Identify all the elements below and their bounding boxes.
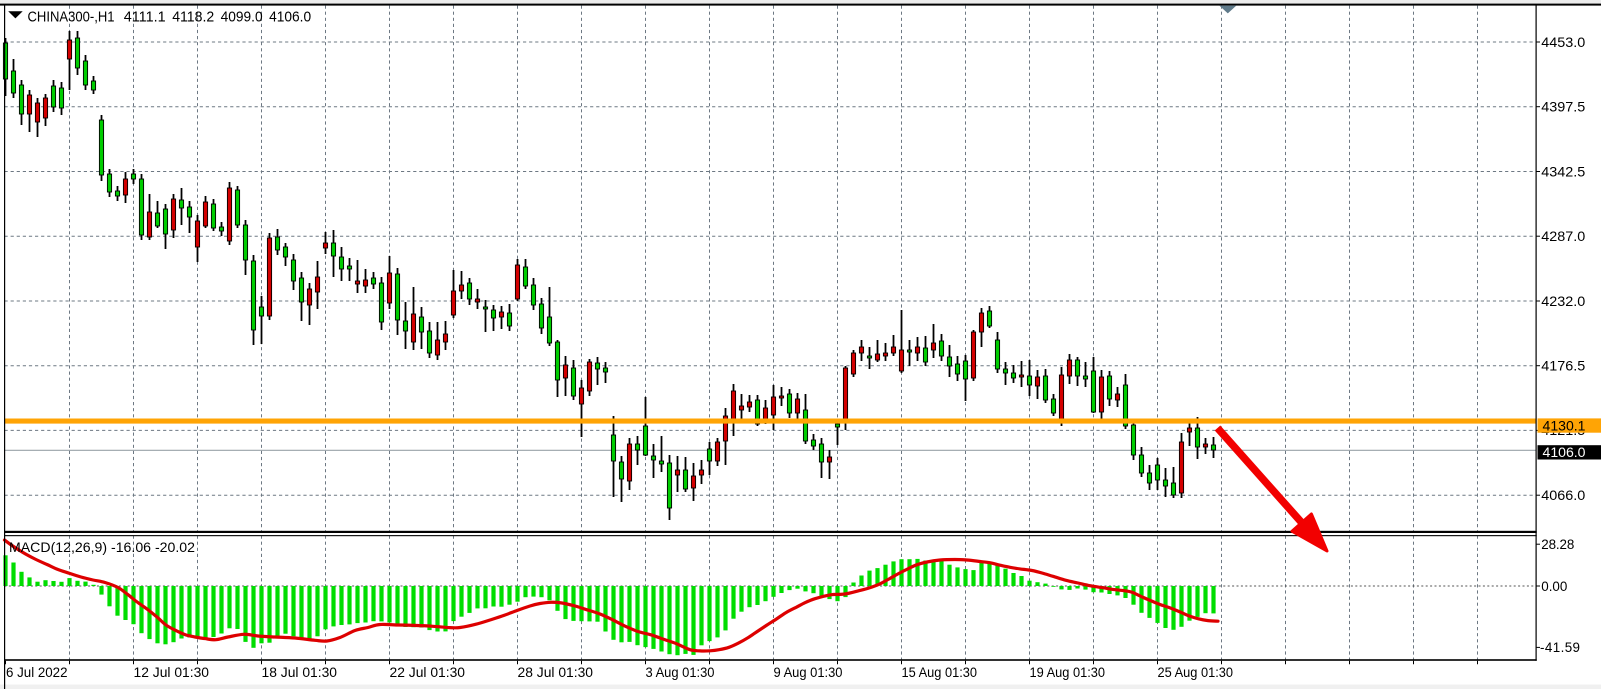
- svg-text:19 Aug 01:30: 19 Aug 01:30: [1030, 665, 1106, 680]
- svg-text:28 Jul 01:30: 28 Jul 01:30: [518, 665, 594, 680]
- svg-text:4232.0: 4232.0: [1541, 294, 1585, 309]
- svg-text:CHINA300-,H1: CHINA300-,H1: [28, 9, 115, 25]
- svg-text:4397.5: 4397.5: [1541, 100, 1585, 115]
- svg-text:4066.0: 4066.0: [1541, 488, 1585, 503]
- svg-text:25 Aug 01:30: 25 Aug 01:30: [1158, 665, 1234, 680]
- svg-text:4099.0: 4099.0: [221, 9, 263, 25]
- svg-text:22 Jul 01:30: 22 Jul 01:30: [390, 665, 466, 680]
- svg-text:4118.2: 4118.2: [172, 9, 214, 25]
- svg-text:-41.59: -41.59: [1540, 640, 1580, 655]
- svg-text:6 Jul 2022: 6 Jul 2022: [6, 665, 68, 680]
- svg-text:3 Aug 01:30: 3 Aug 01:30: [646, 665, 715, 680]
- svg-text:4453.0: 4453.0: [1541, 35, 1585, 50]
- svg-text:18 Jul 01:30: 18 Jul 01:30: [262, 665, 338, 680]
- svg-text:15 Aug 01:30: 15 Aug 01:30: [902, 665, 978, 680]
- svg-text:28.28: 28.28: [1541, 537, 1574, 552]
- svg-text:4111.1: 4111.1: [124, 9, 166, 25]
- svg-text:4130.1: 4130.1: [1543, 418, 1586, 433]
- svg-text:MACD(12,26,9) -16.06 -20.02: MACD(12,26,9) -16.06 -20.02: [9, 540, 195, 555]
- svg-text:12 Jul 01:30: 12 Jul 01:30: [134, 665, 210, 680]
- svg-text:4106.0: 4106.0: [1543, 445, 1586, 460]
- svg-text:4287.0: 4287.0: [1541, 229, 1585, 244]
- svg-text:0.00: 0.00: [1541, 579, 1567, 594]
- svg-text:4106.0: 4106.0: [269, 9, 311, 25]
- svg-text:4176.5: 4176.5: [1541, 359, 1585, 374]
- svg-text:9 Aug 01:30: 9 Aug 01:30: [774, 665, 843, 680]
- svg-text:4342.5: 4342.5: [1541, 164, 1585, 179]
